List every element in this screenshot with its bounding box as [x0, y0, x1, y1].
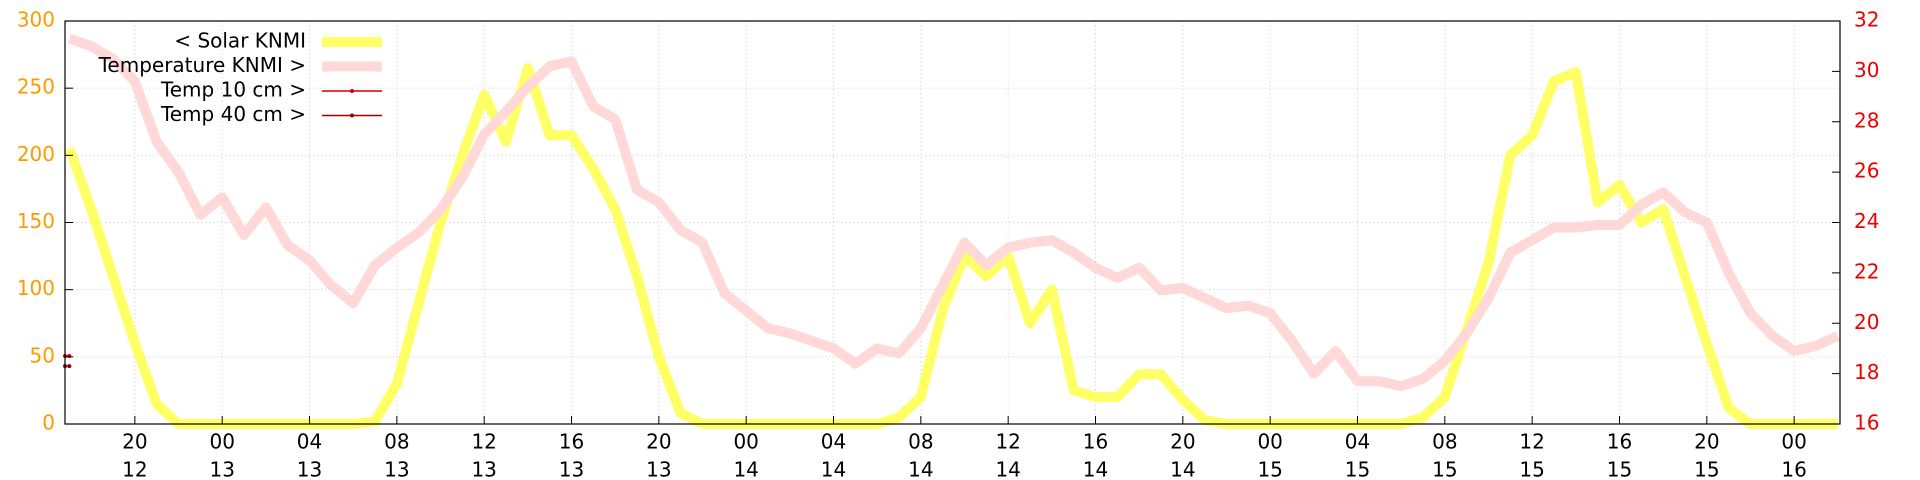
y2-tick-label: 28	[1854, 108, 1879, 132]
x-tick-label: 16	[1083, 430, 1108, 454]
x-tick-day: 16	[1781, 458, 1806, 480]
plot	[63, 33, 1840, 429]
legend-label: Temp 10 cm >	[160, 78, 306, 102]
y2-tick-label: 16	[1854, 411, 1879, 435]
x-tick-label: 12	[995, 430, 1020, 454]
y-tick-label: 100	[17, 276, 55, 300]
x-tick-day: 14	[995, 458, 1020, 480]
x-tick-label: 20	[646, 430, 671, 454]
x-tick-label: 16	[1607, 430, 1632, 454]
x-tick-day: 14	[733, 458, 758, 480]
legend-label: Temp 40 cm >	[160, 102, 306, 126]
x-tick-label: 12	[1519, 430, 1544, 454]
x-tick-day: 13	[471, 458, 496, 480]
x-tick-label: 00	[209, 430, 234, 454]
legend-label: < Solar KNMI	[174, 29, 306, 53]
series-line	[64, 63, 1838, 429]
x-tick-day: 14	[821, 458, 846, 480]
x-tick-label: 04	[1345, 430, 1370, 454]
legend-swatch-point	[350, 89, 354, 93]
x-tick-label: 00	[1257, 430, 1282, 454]
x-tick-day: 13	[646, 458, 671, 480]
x-tick-label: 20	[122, 430, 147, 454]
y2-tick-label: 26	[1854, 159, 1879, 183]
x-tick-day: 15	[1345, 458, 1370, 480]
x-tick-label: 08	[1432, 430, 1457, 454]
x-tick-label: 04	[821, 430, 846, 454]
x-tick-day: 15	[1432, 458, 1457, 480]
x-tick-day: 13	[297, 458, 322, 480]
y2-tick-label: 30	[1854, 58, 1879, 82]
x-tick-label: 04	[297, 430, 322, 454]
y2-tick-label: 32	[1854, 8, 1879, 32]
x-tick-day: 15	[1519, 458, 1544, 480]
y-tick-label: 150	[17, 209, 55, 233]
x-tick-day: 14	[908, 458, 933, 480]
legend-label: Temperature KNMI >	[98, 53, 306, 77]
y2-tick-label: 22	[1854, 259, 1879, 283]
y2-tick-label: 20	[1854, 310, 1879, 334]
x-tick-day: 13	[209, 458, 234, 480]
x-tick-day: 13	[559, 458, 584, 480]
x-tick-day: 15	[1257, 458, 1282, 480]
y-tick-label: 50	[30, 343, 55, 367]
axes: 0 50 100 150 200 250 300 16 18 20 22 24 26 28 30 32 20 12…	[17, 8, 1880, 480]
x-tick-label: 20	[1694, 430, 1719, 454]
x-tick-label: 12	[471, 430, 496, 454]
y-tick-label: 250	[17, 75, 55, 99]
series-point	[67, 353, 72, 358]
y-tick-label: 300	[17, 8, 55, 32]
series-point	[67, 364, 72, 369]
x-tick-label: 20	[1170, 430, 1195, 454]
x-tick-label: 00	[733, 430, 758, 454]
series-line	[67, 33, 1840, 392]
x-tick-day: 13	[384, 458, 409, 480]
x-tick-day: 15	[1607, 458, 1632, 480]
y2-tick-label: 18	[1854, 360, 1879, 384]
y2-tick-label: 24	[1854, 209, 1879, 233]
x-tick-day: 14	[1083, 458, 1108, 480]
legend-swatch-point	[350, 113, 354, 118]
x-tick-label: 08	[908, 430, 933, 454]
x-tick-day: 15	[1694, 458, 1719, 480]
x-tick-label: 08	[384, 430, 409, 454]
x-tick-label: 16	[559, 430, 584, 454]
x-tick-day: 14	[1170, 458, 1195, 480]
y-tick-label: 0	[42, 411, 55, 435]
y-tick-label: 200	[17, 142, 55, 166]
x-tick-label: 00	[1781, 430, 1806, 454]
x-tick-day: 12	[122, 458, 147, 480]
